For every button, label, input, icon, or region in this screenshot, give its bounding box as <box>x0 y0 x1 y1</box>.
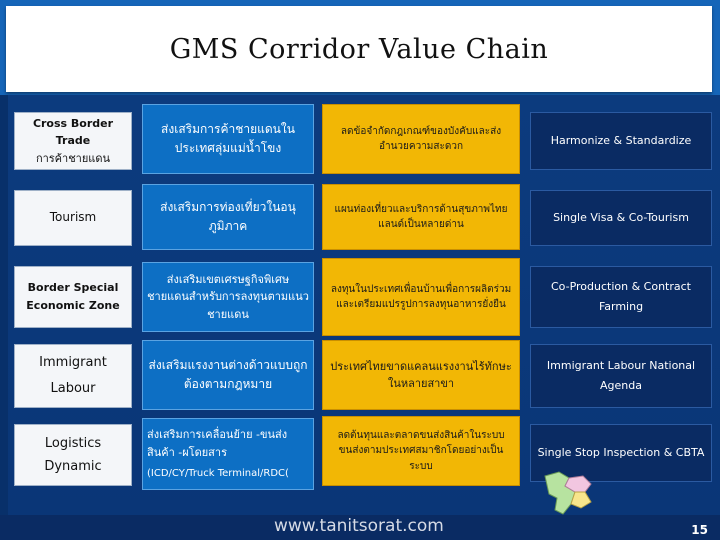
row-2-action: แผนท่องเที่ยวและบริการด้านสุขภาพไทยแลนด์… <box>322 184 520 250</box>
row-5-action-text: ลดต้นทุนและตลาดขนส่งสินค้าในระบบขนส่งตาม… <box>337 429 505 472</box>
row-4-strategy: ส่งเสริมแรงงานต่างด้าวแบบถูกต้องตามกฎหมา… <box>142 340 314 410</box>
row-5-category-line-1: Logistics <box>44 435 102 451</box>
row-4-strategy-text: ส่งเสริมแรงงานต่างด้าวแบบถูกต้องตามกฎหมา… <box>148 357 308 391</box>
row-1-strategy: ส่งเสริมการค้าชายแดนในประเทศลุ่มแม่น้ำโข… <box>142 104 314 174</box>
row-3-category: Border Special Economic Zone <box>14 266 132 328</box>
row-2-outcome-text: Single Visa & Co-Tourism <box>553 211 689 225</box>
title-box: GMS Corridor Value Chain <box>6 6 712 92</box>
footer-bar <box>0 515 720 540</box>
page-number: 15 <box>691 523 708 537</box>
row-1-strategy-text: ส่งเสริมการค้าชายแดนในประเทศลุ่มแม่น้ำโข… <box>161 121 295 155</box>
left-strip <box>0 95 8 515</box>
row-4-category: Immigrant Labour <box>14 344 132 408</box>
row-4-outcome-text: Immigrant Labour National Agenda <box>546 359 696 392</box>
row-1-category: Cross Border Trade การค้าชายแดน <box>14 112 132 170</box>
row-5-category: Logistics Dynamic <box>14 424 132 486</box>
row-4-outcome: Immigrant Labour National Agenda <box>530 344 712 408</box>
gms-map-image <box>544 471 592 515</box>
row-4-action: ประเทศไทยขาดแคลนแรงงานไร้ทักษะในหลายสาขา <box>322 340 520 410</box>
row-1-action-text: ลดข้อจำกัดกฎเกณฑ์ของบังคับและส่งอำนวยควา… <box>340 125 502 153</box>
row-5-action: ลดต้นทุนและตลาดขนส่งสินค้าในระบบขนส่งตาม… <box>322 416 520 486</box>
row-2-strategy-text: ส่งเสริมการท่องเที่ยวในอนุภูมิภาค <box>160 199 296 233</box>
row-2-action-text: แผนท่องเที่ยวและบริการด้านสุขภาพไทยแลนด์… <box>334 203 508 231</box>
row-1-outcome: Harmonize & Standardize <box>530 112 712 170</box>
row-3-outcome: Co-Production & Contract Farming <box>530 266 712 328</box>
row-1-outcome-text: Harmonize & Standardize <box>550 134 692 148</box>
row-4-category-line-1: Immigrant <box>39 355 107 370</box>
row-3-category-line-1: Border Special <box>27 281 119 295</box>
row-3-category-line-2: Economic Zone <box>26 299 120 312</box>
row-5-strategy: ส่งเสริมการเคลื่อนย้าย -ขนส่งสินค้า -ผโด… <box>142 418 314 490</box>
row-5-strategy-subtext: (ICD/CY/Truck Terminal/RDC( <box>147 467 289 479</box>
slide-title: GMS Corridor Value Chain <box>169 33 549 65</box>
row-3-strategy: ส่งเสริมเขตเศรษฐกิจพิเศษชายแดนสำหรับการล… <box>142 262 314 332</box>
row-4-category-line-2: Labour <box>50 381 96 396</box>
row-2-category: Tourism <box>14 190 132 246</box>
footer-url[interactable]: www.tanitsorat.com <box>274 516 444 536</box>
row-5-outcome-text: Single Stop Inspection & CBTA <box>537 446 705 460</box>
row-4-action-text: ประเทศไทยขาดแคลนแรงงานไร้ทักษะในหลายสาขา <box>330 359 512 390</box>
row-3-strategy-text: ส่งเสริมเขตเศรษฐกิจพิเศษชายแดนสำหรับการล… <box>147 272 309 321</box>
row-1-category-line-2: การค้าชายแดน <box>35 151 111 165</box>
row-5-category-line-2: Dynamic <box>44 459 102 474</box>
row-2-outcome: Single Visa & Co-Tourism <box>530 190 712 246</box>
row-3-action: ลงทุนในประเทศเพื่อนบ้านเพื่อการผลิตร่วมแ… <box>322 258 520 336</box>
row-3-outcome-text: Co-Production & Contract Farming <box>551 280 691 313</box>
row-2-category-line-1: Tourism <box>49 210 97 225</box>
row-3-action-text: ลงทุนในประเทศเพื่อนบ้านเพื่อการผลิตร่วมแ… <box>330 283 512 311</box>
row-1-category-line-1: Cross Border Trade <box>32 116 114 148</box>
row-1-action: ลดข้อจำกัดกฎเกณฑ์ของบังคับและส่งอำนวยควา… <box>322 104 520 174</box>
row-2-strategy: ส่งเสริมการท่องเที่ยวในอนุภูมิภาค <box>142 184 314 250</box>
title-bar: GMS Corridor Value Chain <box>0 0 720 95</box>
row-5-strategy-text: ส่งเสริมการเคลื่อนย้าย -ขนส่งสินค้า -ผโด… <box>147 428 288 459</box>
